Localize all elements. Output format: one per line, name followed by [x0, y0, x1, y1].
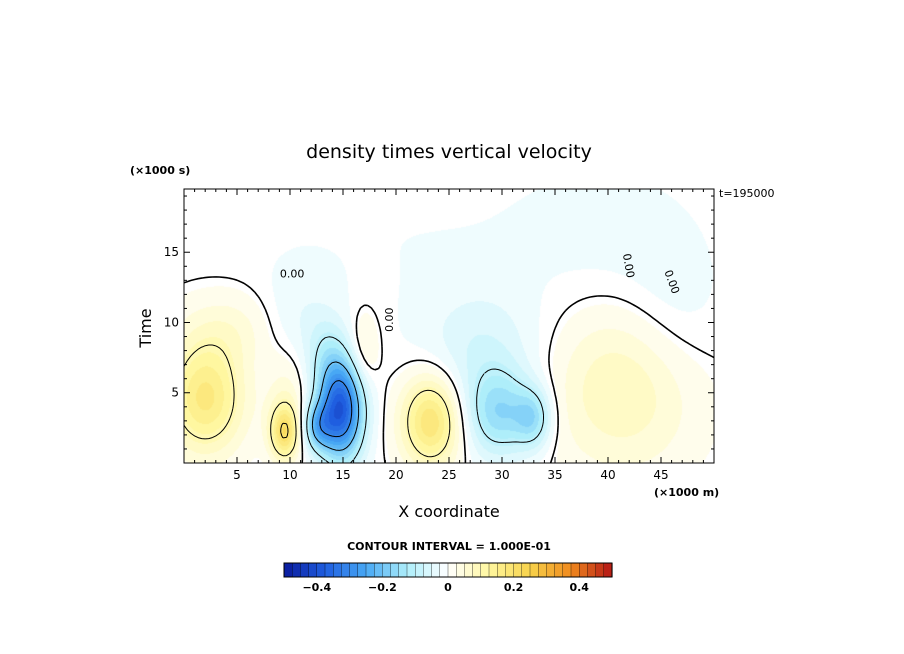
colorbar-swatch: [423, 562, 433, 578]
contour-line: [280, 422, 289, 439]
x-tick-label: 10: [282, 468, 297, 482]
colorbar-swatch: [439, 562, 449, 578]
x-axis-label: X coordinate: [398, 502, 499, 521]
colorbar-swatch: [464, 562, 474, 578]
x-tick-label: 15: [335, 468, 350, 482]
colorbar-swatch: [415, 562, 424, 578]
colorbar-swatch: [521, 562, 531, 578]
colorbar: [283, 562, 613, 578]
axis-ticks: [184, 189, 714, 463]
colorbar-swatch: [365, 562, 375, 578]
colorbar-frame: [283, 562, 613, 578]
axis-tick-labels: 5 10 15 20 25 30 35 40 45 5 10 15: [164, 245, 669, 482]
colorbar-tick-label: 0.4: [569, 581, 589, 594]
colorbar-swatch: [505, 562, 515, 578]
y-axis-label: Time: [136, 308, 155, 348]
contour-line: [311, 361, 360, 451]
colorbar-swatch: [283, 562, 293, 578]
colorbar-swatch: [357, 562, 367, 578]
colorbar-swatch: [349, 562, 359, 578]
contour-interval-label: CONTOUR INTERVAL = 1.000E-01: [347, 540, 551, 553]
colorbar-swatch: [562, 562, 572, 578]
colorbar-tick-label: 0: [444, 581, 452, 594]
colorbar-swatch: [382, 562, 392, 578]
colorbar-swatch: [398, 562, 408, 578]
y-tick-label: 5: [171, 386, 179, 400]
colorbar-swatch: [431, 562, 441, 578]
contour-value-label: 0.00: [383, 307, 396, 332]
contour-line: [184, 344, 451, 458]
x-tick-label: 35: [547, 468, 562, 482]
colorbar-swatch: [603, 562, 613, 578]
x-tick-label: 40: [600, 468, 615, 482]
colorbar-swatch: [374, 562, 383, 578]
colorbar-swatch: [529, 562, 539, 578]
y-tick-label: 15: [164, 245, 179, 259]
colorbar-swatch: [316, 562, 326, 578]
x-unit-label: (×1000 m): [654, 486, 719, 499]
x-tick-label: 30: [494, 468, 509, 482]
colorbar-swatch: [292, 562, 301, 578]
colorbar-tick-label: −0.4: [302, 581, 331, 594]
colorbar-swatch: [324, 562, 334, 578]
colorbar-swatch: [406, 562, 416, 578]
colorbar-tick-labels: −0.4 −0.2 0 0.2 0.4: [302, 581, 589, 594]
y-unit-label: (×1000 s): [130, 164, 190, 177]
y-tick-label: 10: [164, 315, 179, 329]
x-tick-label: 20: [388, 468, 403, 482]
x-tick-label: 45: [653, 468, 668, 482]
contour-line: [184, 276, 714, 463]
colorbar-swatch: [447, 562, 457, 578]
chart-title: density times vertical velocity: [306, 141, 592, 163]
colorbar-swatch: [538, 562, 547, 578]
time-label: t=195000: [719, 187, 775, 200]
colorbar-swatch: [341, 562, 351, 578]
heatmap-field: [184, 189, 714, 463]
contour-value-label: 0.00: [620, 252, 637, 278]
colorbar-swatch: [546, 562, 556, 578]
colorbar-swatch: [472, 562, 482, 578]
colorbar-swatch: [587, 562, 597, 578]
colorbar-swatch: [308, 562, 318, 578]
x-tick-label: 5: [233, 468, 241, 482]
x-tick-label: 25: [441, 468, 456, 482]
colorbar-swatch: [333, 562, 342, 578]
colorbar-swatch: [570, 562, 580, 578]
colorbar-tick-label: 0.2: [504, 581, 524, 594]
contour-value-label: 0.00: [280, 268, 305, 281]
contour-value-labels: 0.000.000.000.00: [280, 252, 682, 331]
colorbar-swatch: [513, 562, 523, 578]
colorbar-swatch: [579, 562, 588, 578]
contour-line: [319, 380, 353, 438]
colorbar-swatch: [595, 562, 605, 578]
colorbar-swatch: [480, 562, 490, 578]
colorbar-swatch: [554, 562, 564, 578]
colorbar-swatch: [300, 562, 310, 578]
contour-line: [306, 336, 544, 463]
colorbar-tick-label: −0.2: [368, 581, 397, 594]
colorbar-swatch: [488, 562, 498, 578]
contour-lines: [184, 276, 714, 463]
colorbar-swatch: [390, 562, 400, 578]
colorbar-swatch: [497, 562, 506, 578]
colorbar-swatch: [456, 562, 465, 578]
